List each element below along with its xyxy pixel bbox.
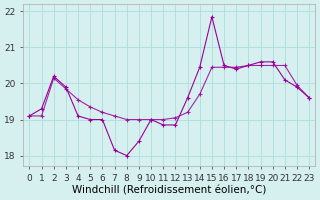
X-axis label: Windchill (Refroidissement éolien,°C): Windchill (Refroidissement éolien,°C): [72, 186, 267, 196]
